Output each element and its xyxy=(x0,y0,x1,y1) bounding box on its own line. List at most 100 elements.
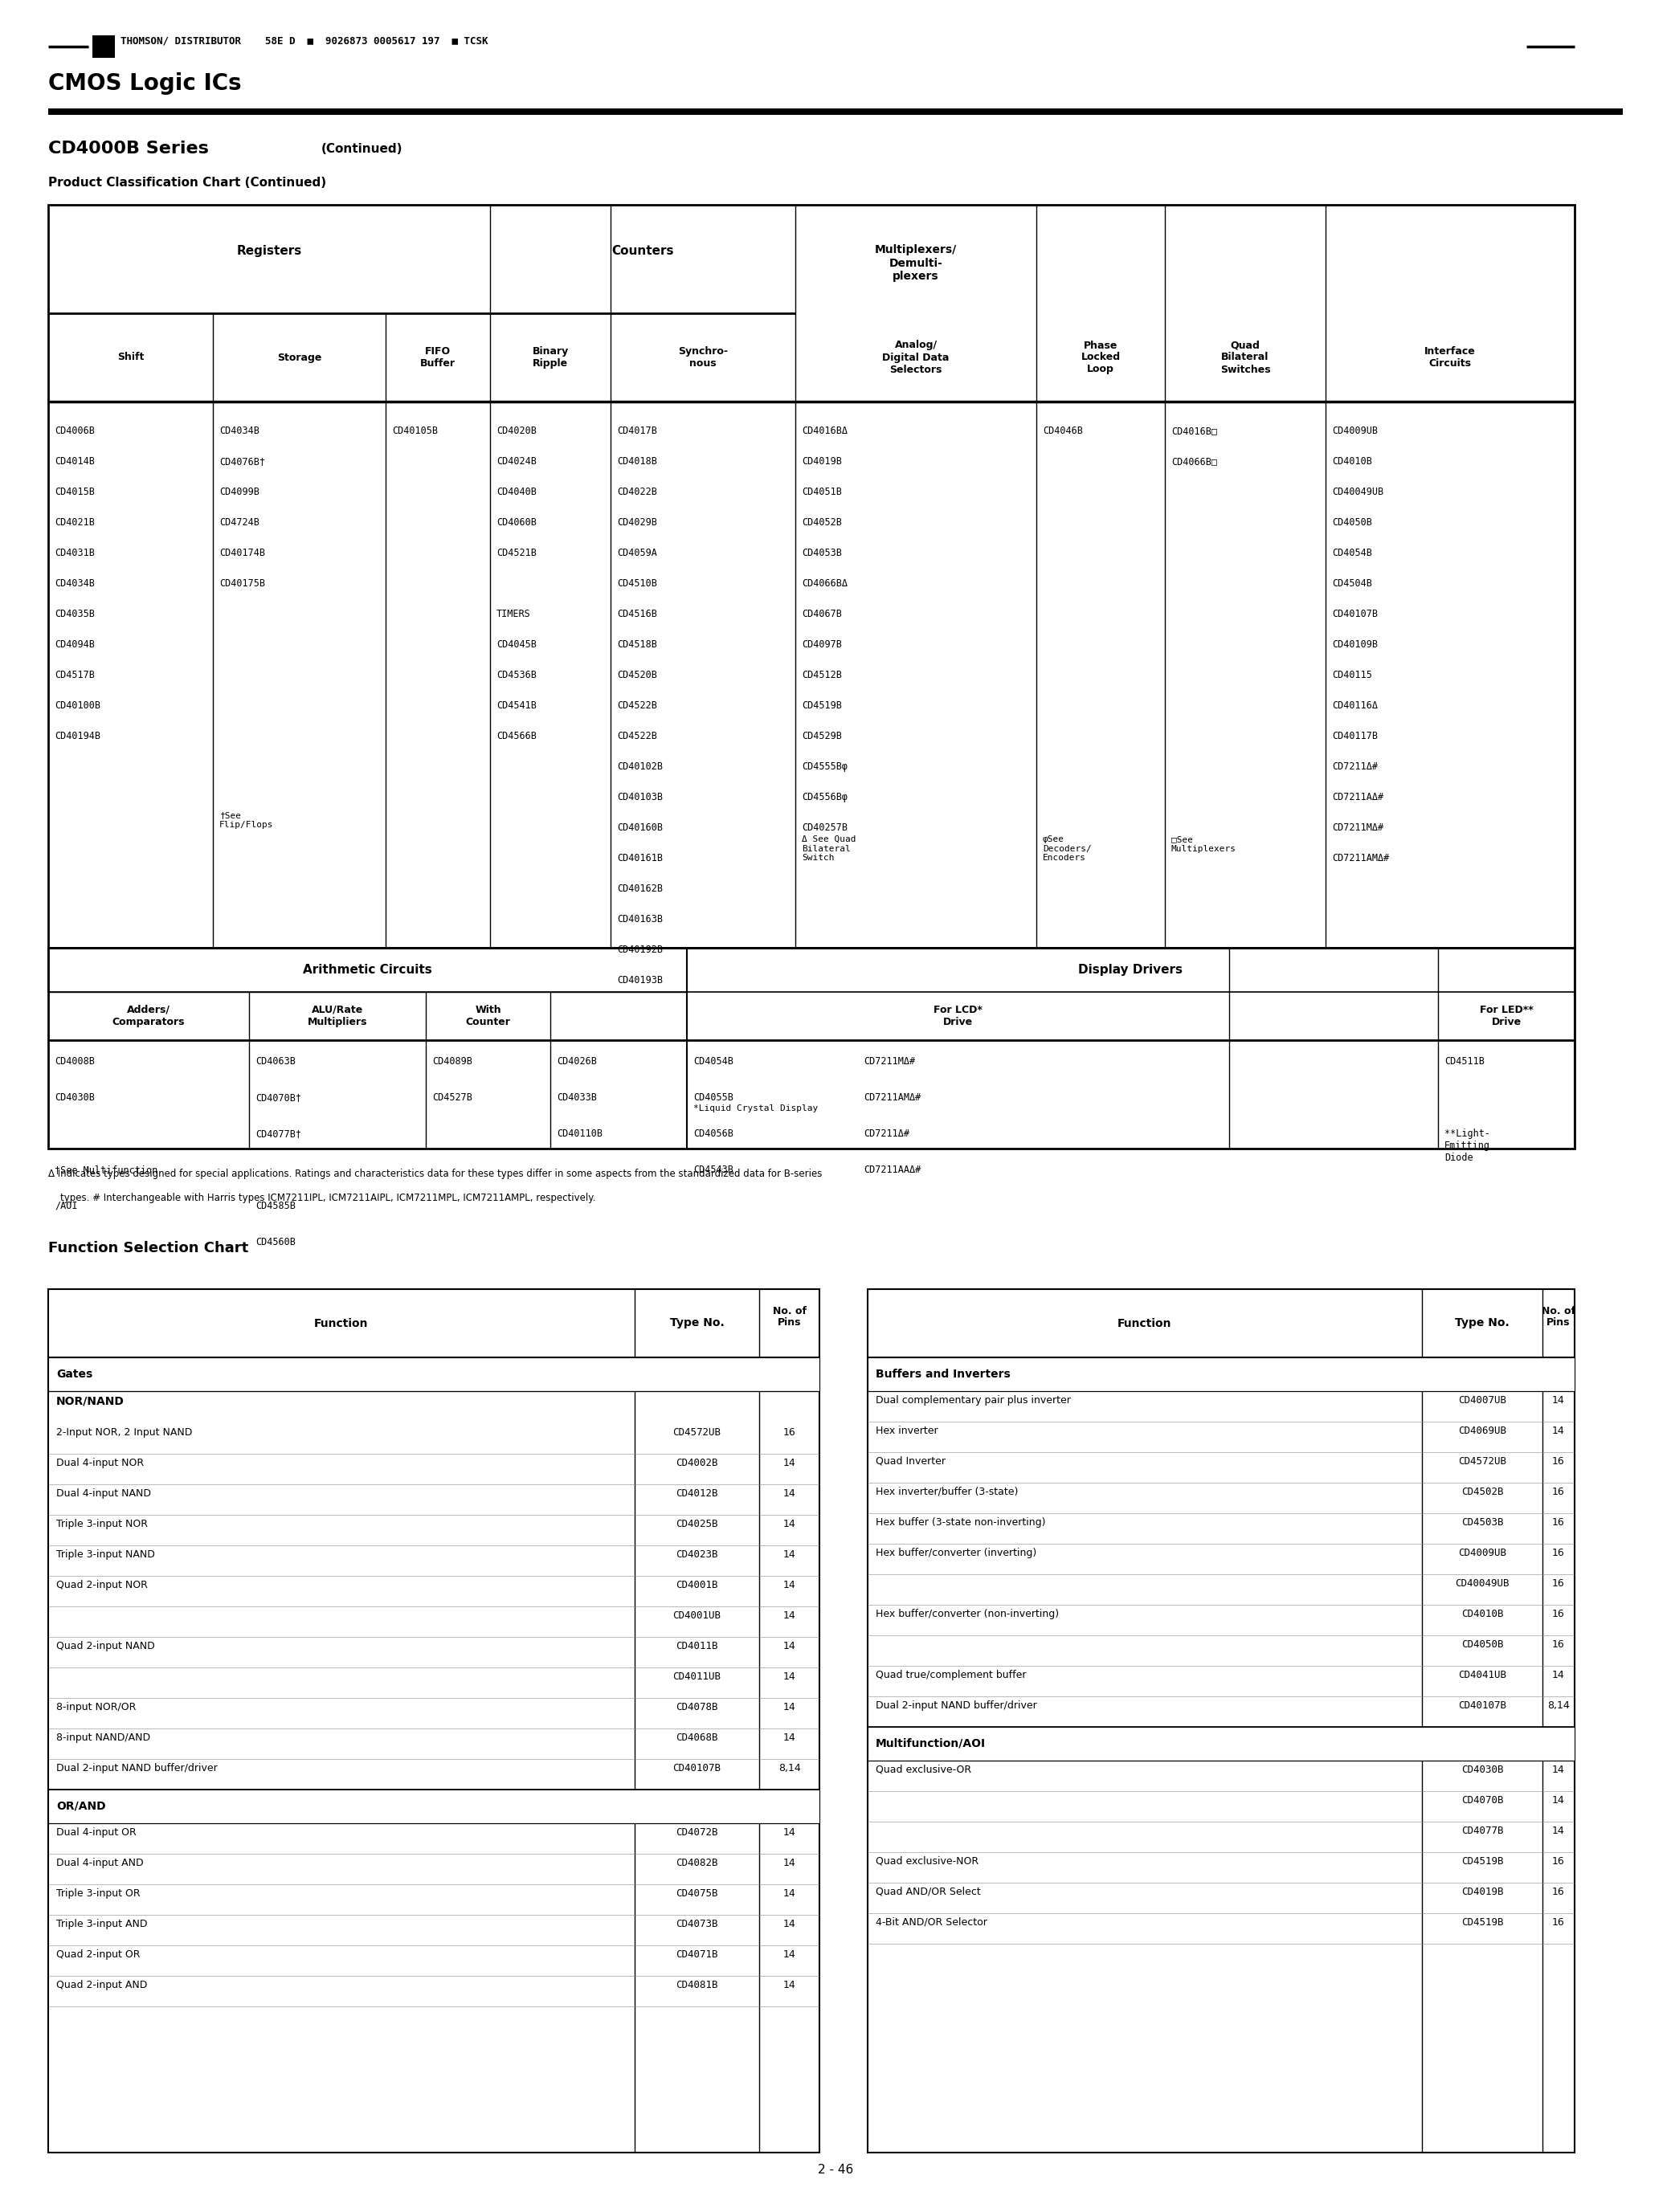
Text: CD40115: CD40115 xyxy=(1332,670,1372,681)
Text: CD40193B: CD40193B xyxy=(617,975,663,987)
Text: CD4026B: CD4026B xyxy=(556,1055,597,1066)
Text: Dual 2-input NAND buffer/driver: Dual 2-input NAND buffer/driver xyxy=(876,1701,1038,1710)
Text: Function: Function xyxy=(314,1318,369,1329)
Text: TIMERS: TIMERS xyxy=(496,608,531,619)
Text: 14: 14 xyxy=(784,1458,795,1469)
Text: CD40163B: CD40163B xyxy=(617,914,663,925)
Text: CD4555Bφ: CD4555Bφ xyxy=(802,761,847,772)
Text: CD40049UB: CD40049UB xyxy=(1455,1579,1509,1588)
Text: CD40194B: CD40194B xyxy=(55,730,100,741)
Text: For LED**
Drive: For LED** Drive xyxy=(1479,1004,1532,1026)
Text: CD4073B: CD4073B xyxy=(675,1918,719,1929)
Text: CD4016B□: CD4016B□ xyxy=(1171,425,1216,436)
Text: CD4099B: CD4099B xyxy=(219,487,259,498)
Text: CD4068B: CD4068B xyxy=(675,1732,719,1743)
Text: CD40116Δ: CD40116Δ xyxy=(1332,701,1379,710)
Text: 14: 14 xyxy=(1552,1427,1564,1436)
Text: Quad 2-input NOR: Quad 2-input NOR xyxy=(57,1579,147,1590)
Text: CD40160B: CD40160B xyxy=(617,823,663,834)
Text: Product Classification Chart (Continued): Product Classification Chart (Continued) xyxy=(48,177,326,188)
Text: 14: 14 xyxy=(784,1701,795,1712)
Text: CD4050B: CD4050B xyxy=(1332,518,1372,529)
Text: 16: 16 xyxy=(1552,1887,1564,1898)
Text: CD4056B: CD4056B xyxy=(693,1128,734,1139)
Text: 14: 14 xyxy=(784,1889,795,1898)
Text: CD4030B: CD4030B xyxy=(1460,1765,1504,1774)
Text: CD4019B: CD4019B xyxy=(802,456,842,467)
Text: CD4023B: CD4023B xyxy=(675,1548,719,1559)
Text: CD40174B: CD40174B xyxy=(219,549,266,557)
Text: CD4522B: CD4522B xyxy=(617,730,657,741)
Text: CD40175B: CD40175B xyxy=(219,577,266,588)
Text: 16: 16 xyxy=(1552,1455,1564,1467)
Text: CD4017B: CD4017B xyxy=(617,425,657,436)
Text: CD7211Δ#: CD7211Δ# xyxy=(864,1128,909,1139)
Text: CD40102B: CD40102B xyxy=(617,761,663,772)
Text: CD4008B: CD4008B xyxy=(55,1055,95,1066)
Text: CD4016BΔ: CD4016BΔ xyxy=(802,425,847,436)
Text: CD4053B: CD4053B xyxy=(802,549,842,557)
Text: CD40100B: CD40100B xyxy=(55,701,100,710)
Text: Quad Inverter: Quad Inverter xyxy=(876,1455,946,1467)
Text: CD4034B: CD4034B xyxy=(219,425,259,436)
Text: Hex inverter/buffer (3-state): Hex inverter/buffer (3-state) xyxy=(876,1486,1018,1498)
Text: With
Counter: With Counter xyxy=(466,1004,510,1026)
Text: /AOI: /AOI xyxy=(55,1201,77,1212)
Text: CD4536B: CD4536B xyxy=(496,670,536,681)
Text: 2 - 46: 2 - 46 xyxy=(817,2163,854,2177)
Text: OR/AND: OR/AND xyxy=(57,1801,105,1812)
Text: Quad AND/OR Select: Quad AND/OR Select xyxy=(876,1887,981,1898)
Text: Dual complementary pair plus inverter: Dual complementary pair plus inverter xyxy=(876,1396,1071,1405)
Text: Gates: Gates xyxy=(57,1369,92,1380)
Text: Dual 4-input NAND: Dual 4-input NAND xyxy=(57,1489,150,1500)
Text: 16: 16 xyxy=(1552,1486,1564,1498)
Text: CD7211AMΔ#: CD7211AMΔ# xyxy=(1332,854,1389,863)
Text: CD7211MΔ#: CD7211MΔ# xyxy=(864,1055,916,1066)
Text: types. # Interchangeable with Harris types ICM7211IPL, ICM7211AIPL, ICM7211MPL, : types. # Interchangeable with Harris typ… xyxy=(48,1192,595,1203)
Text: Shift: Shift xyxy=(117,352,144,363)
Text: CD4009UB: CD4009UB xyxy=(1332,425,1379,436)
Text: CD7211AΔ#: CD7211AΔ# xyxy=(1332,792,1384,803)
Text: Multiplexers/
Demulti-
plexers: Multiplexers/ Demulti- plexers xyxy=(874,243,957,281)
Text: CD4512B: CD4512B xyxy=(802,670,842,681)
Text: ALU/Rate
Multipliers: ALU/Rate Multipliers xyxy=(307,1004,368,1026)
Text: Dual 2-input NAND buffer/driver: Dual 2-input NAND buffer/driver xyxy=(57,1763,217,1774)
Text: CD7211AMΔ#: CD7211AMΔ# xyxy=(864,1093,921,1104)
Text: CD4011B: CD4011B xyxy=(675,1641,719,1652)
Text: CD4560B: CD4560B xyxy=(256,1237,296,1248)
Text: CD4054B: CD4054B xyxy=(693,1055,734,1066)
Text: 14: 14 xyxy=(1552,1765,1564,1774)
Text: 14: 14 xyxy=(784,1918,795,1929)
Text: CD4001UB: CD4001UB xyxy=(673,1610,720,1621)
Text: 14: 14 xyxy=(1552,1796,1564,1805)
Bar xyxy=(867,1358,1574,1391)
Text: Hex buffer/converter (inverting): Hex buffer/converter (inverting) xyxy=(876,1548,1036,1557)
Text: 16: 16 xyxy=(1552,1856,1564,1867)
Text: CD7211MΔ#: CD7211MΔ# xyxy=(1332,823,1384,834)
Text: CD4050B: CD4050B xyxy=(1460,1639,1504,1650)
Text: CD4082B: CD4082B xyxy=(675,1858,719,1869)
Text: CD4067B: CD4067B xyxy=(802,608,842,619)
Text: *Liquid Crystal Display: *Liquid Crystal Display xyxy=(693,1104,819,1113)
Text: Quad 2-input NAND: Quad 2-input NAND xyxy=(57,1641,155,1652)
Text: CD4519B: CD4519B xyxy=(1460,1856,1504,1867)
Text: CD4010B: CD4010B xyxy=(1460,1608,1504,1619)
Text: CD40117B: CD40117B xyxy=(1332,730,1379,741)
Bar xyxy=(48,947,687,991)
Text: Dual 4-input NOR: Dual 4-input NOR xyxy=(57,1458,144,1469)
Text: CD4072B: CD4072B xyxy=(675,1827,719,1838)
Text: Δ See Quad
Bilateral
Switch: Δ See Quad Bilateral Switch xyxy=(802,836,856,863)
Text: CD4031B: CD4031B xyxy=(55,549,95,557)
Text: CD4000B Series: CD4000B Series xyxy=(48,142,209,157)
Text: For LCD*
Drive: For LCD* Drive xyxy=(934,1004,983,1026)
Text: CD4529B: CD4529B xyxy=(802,730,842,741)
Text: Quad 2-input OR: Quad 2-input OR xyxy=(57,1949,140,1960)
Text: CD4054B: CD4054B xyxy=(1332,549,1372,557)
Text: CD4030B: CD4030B xyxy=(55,1093,95,1104)
Text: CMOS Logic ICs: CMOS Logic ICs xyxy=(48,73,242,95)
Text: CD4009UB: CD4009UB xyxy=(1459,1548,1506,1557)
Text: †See Multifunction: †See Multifunction xyxy=(55,1166,157,1175)
Bar xyxy=(48,1358,819,1391)
Text: Dual 4-input OR: Dual 4-input OR xyxy=(57,1827,137,1838)
Text: CD4517B: CD4517B xyxy=(55,670,95,681)
